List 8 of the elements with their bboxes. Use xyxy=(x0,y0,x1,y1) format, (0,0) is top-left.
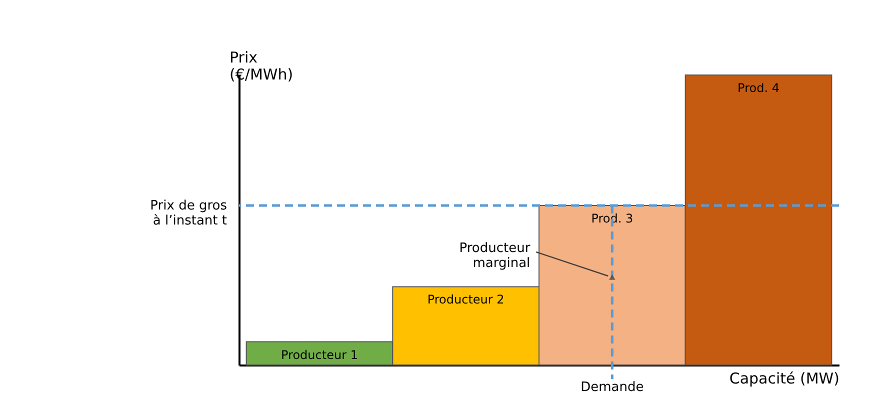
ref-line-label: Prix de gros à l’instant t xyxy=(150,198,228,228)
ref-line-label: Demande xyxy=(580,380,644,395)
x-axis-title: Capacité (MW) xyxy=(729,370,840,388)
x-tick-label: Producteur 1 xyxy=(281,348,358,362)
x-tick-label: Prod. 4 xyxy=(738,81,780,95)
y-axis-title: Prix (€/MWh) xyxy=(230,48,294,84)
x-tick-label: Producteur 2 xyxy=(427,292,504,307)
annotation: Producteur marginal xyxy=(459,241,531,271)
